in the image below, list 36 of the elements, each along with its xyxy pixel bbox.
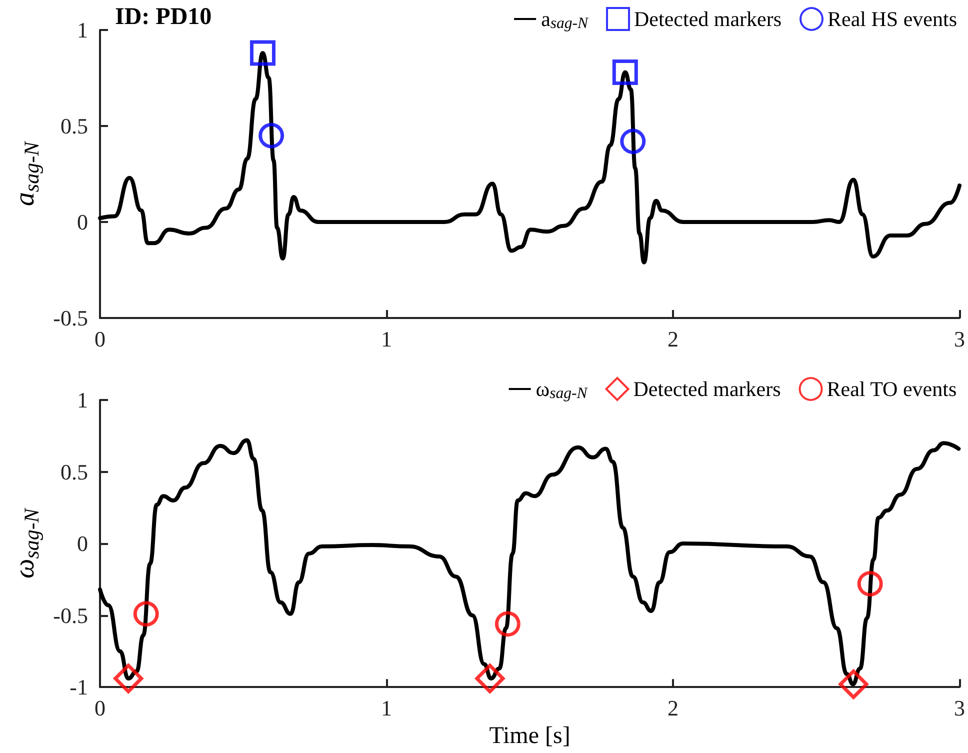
point	[838, 669, 868, 699]
x-tick-label: 3	[954, 326, 965, 352]
x-tick-label: 1	[381, 326, 392, 352]
x-tick-label: 2	[668, 696, 678, 721]
point	[133, 601, 159, 627]
x-tick-label: 0	[94, 326, 106, 352]
y-tick-label: -0.5	[53, 602, 88, 628]
point	[258, 122, 284, 148]
chart-title: ID: PD10	[115, 4, 212, 30]
x-tick-label: 3	[954, 696, 965, 721]
line-series	[98, 51, 962, 264]
legend-label: Detected markers	[633, 377, 781, 401]
y-tick-label: 0.5	[60, 459, 88, 484]
y-axis-title: ωsag-N	[10, 508, 44, 579]
y-tick-label: 0	[77, 210, 88, 234]
y-tick-label: -0.5	[53, 306, 88, 330]
y-tick-label: 0.5	[60, 114, 88, 138]
y-tick-label: 1	[77, 388, 88, 412]
legend-label: Real TO events	[826, 377, 957, 401]
point	[250, 40, 276, 66]
y-tick-label: 1	[77, 18, 88, 42]
y-tick-label: 0	[77, 531, 88, 556]
point	[612, 59, 638, 85]
x-axis-title: Time [s]	[489, 723, 570, 749]
point	[475, 664, 505, 694]
point	[857, 571, 883, 596]
point	[494, 611, 520, 637]
point	[620, 128, 646, 154]
legend-label: Detected markers	[634, 7, 782, 31]
x-tick-label: 2	[668, 326, 678, 352]
legend-label: Real HS events	[828, 7, 958, 31]
y-axis-title: asag-N	[10, 140, 44, 206]
x-tick-label: 0	[94, 696, 106, 721]
point	[114, 664, 144, 694]
x-tick-label: 1	[381, 696, 392, 721]
y-tick-label: -1	[70, 674, 88, 700]
